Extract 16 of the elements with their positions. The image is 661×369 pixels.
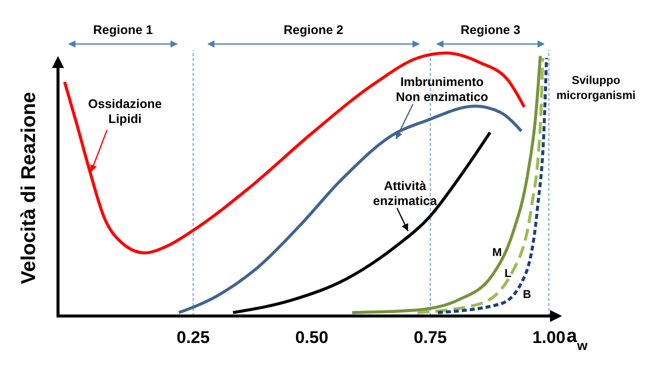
series-label: Ossidazione Lipidi: [88, 97, 162, 126]
x-axis-title: a$_{w}$: [566, 326, 588, 352]
text: Sviluppo microrganismi: [556, 75, 636, 102]
x-tick-label: 1.00: [532, 328, 566, 347]
series-label: Imbrunimento Non enzimatico: [396, 75, 489, 104]
y-axis-title: Velocità di Reazione: [18, 92, 40, 284]
x-tick-label: 0.75: [414, 328, 447, 347]
series-label: B: [522, 289, 532, 301]
text: Regione 1: [93, 23, 153, 37]
series-label: Attività enzimatica: [373, 179, 438, 208]
series-label: L: [504, 268, 512, 280]
series-label: M: [492, 247, 502, 259]
x-tick-label: 0.50: [295, 328, 328, 347]
text: Regione 2: [284, 23, 344, 37]
text: Regione 3: [460, 23, 520, 37]
x-tick-label: 0.25: [176, 328, 210, 347]
